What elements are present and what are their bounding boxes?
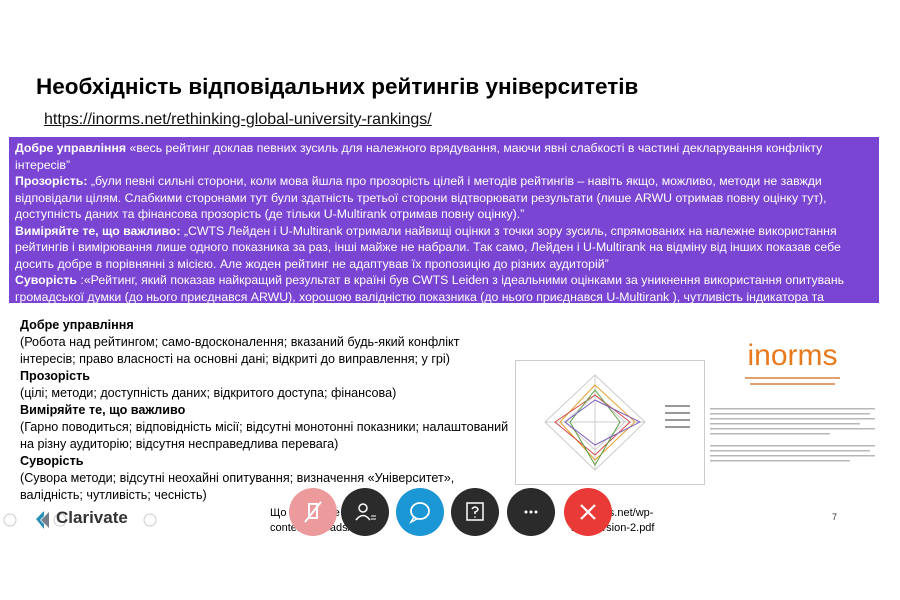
- criterion-heading: Суворість: [20, 454, 84, 468]
- summary-box: Добре управління «весь рейтинг доклав пе…: [9, 137, 879, 320]
- summary-text: :«Рейтинг, який показав найкращий резуль…: [15, 273, 845, 320]
- criterion: Добре управління (Робота над рейтингом; с…: [20, 317, 510, 368]
- slide-title: Необхідність відповідальних рейтингів ун…: [36, 74, 639, 99]
- leave-button[interactable]: [564, 488, 612, 536]
- criterion-heading: Виміряйте те, що важливо: [20, 403, 186, 417]
- criterion-text: (Гарно поводиться; відповідність місії; …: [20, 420, 509, 451]
- summary-text: „CWTS Лейден і U-Multirank отримали найв…: [15, 223, 841, 271]
- summary-label: Добре управління: [15, 141, 127, 155]
- qa-button[interactable]: [451, 488, 499, 536]
- criterion: Суворість (Сувора методи; відсутні неохай…: [20, 453, 510, 504]
- summary-label: Прозорість:: [15, 174, 88, 188]
- chat-button[interactable]: [396, 488, 444, 536]
- summary-text: «весь рейтинг доклав певних зусиль для н…: [15, 141, 823, 172]
- summary-text: „були певні сильні сторони, коли мова йш…: [15, 174, 827, 221]
- summary-item: Виміряйте те, що важливо: „CWTS Лейден і…: [15, 223, 873, 273]
- summary-label: Суворість: [15, 273, 77, 287]
- participants-button[interactable]: [341, 488, 389, 536]
- page-number: 7: [832, 512, 838, 522]
- clarivate-logo: Clarivate: [56, 508, 128, 527]
- summary-item: Суворість :«Рейтинг, який показав найкра…: [15, 272, 873, 322]
- radar-chart-image: [515, 360, 705, 485]
- inorms-logo: inorms: [747, 339, 838, 372]
- criterion: Виміряйте те, що важливо (Гарно поводитьс…: [20, 402, 510, 453]
- summary-item: Прозорість: „були певні сильні сторони, …: [15, 173, 873, 223]
- criterion-text: (Сувора методи; відсутні неохайні опитув…: [20, 471, 455, 502]
- mute-button[interactable]: [289, 488, 337, 536]
- summary-item: Добре управління «весь рейтинг доклав пе…: [15, 140, 873, 173]
- nav-controls: [3, 511, 157, 529]
- criterion-text: (Робота над рейтингом; само-вдосконаленн…: [20, 335, 460, 366]
- criterion: Прозорість (цілі; методи; доступність дан…: [20, 368, 510, 402]
- criterion-heading: Добре управління: [20, 318, 134, 332]
- more-button[interactable]: [507, 488, 555, 536]
- document-text: [710, 377, 875, 462]
- criterion-text: (цілі; методи; доступність даних; відкри…: [20, 386, 397, 400]
- inorms-document: inorms: [705, 333, 880, 503]
- criteria-list: Добре управління (Робота над рейтингом; с…: [20, 317, 510, 504]
- link[interactable]: https://inorms.net/rethinking-global-uni…: [44, 111, 432, 128]
- summary-label: Виміряйте те, що важливо:: [15, 223, 181, 238]
- criterion-heading: Прозорість: [20, 369, 91, 383]
